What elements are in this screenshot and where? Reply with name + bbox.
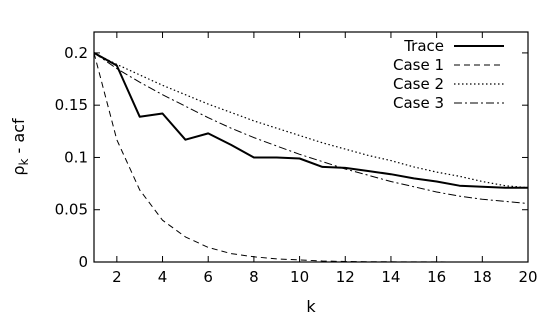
series-line-case-3 bbox=[93, 52, 529, 204]
plot-frame bbox=[93, 31, 529, 263]
x-tick-label: 14 bbox=[381, 268, 400, 286]
x-tick-label: 20 bbox=[518, 268, 537, 286]
y-axis-label-suffix: - acf bbox=[9, 118, 28, 159]
legend-label-trace: Trace bbox=[403, 37, 444, 55]
axis-ticks: 2 4 6 8 10 12 14 16 18 20 0 0.05 0.1 0.15 0.2 bbox=[55, 32, 538, 286]
x-tick-label: 4 bbox=[158, 268, 168, 286]
legend-label-case-1: Case 1 bbox=[393, 56, 444, 74]
x-tick-label: 6 bbox=[203, 268, 213, 286]
x-axis-label: k bbox=[306, 297, 316, 316]
series-line-case-2 bbox=[93, 52, 529, 189]
y-tick-label: 0 bbox=[78, 253, 88, 271]
legend-label-case-2: Case 2 bbox=[393, 75, 444, 93]
y-tick-label: 0.2 bbox=[64, 44, 88, 62]
x-tick-label: 2 bbox=[112, 268, 122, 286]
y-tick-label: 0.1 bbox=[64, 148, 88, 166]
y-axis-label-subscript: k bbox=[17, 158, 31, 165]
legend-label-case-3: Case 3 bbox=[393, 94, 444, 112]
series-layer bbox=[93, 52, 529, 263]
series-line-case-1 bbox=[93, 52, 528, 263]
y-axis-label-symbol: ρ bbox=[9, 165, 28, 175]
x-tick-label: 12 bbox=[336, 268, 355, 286]
y-tick-label: 0.05 bbox=[55, 201, 88, 219]
y-axis-label: ρk - acf bbox=[9, 118, 31, 176]
x-tick-label: 10 bbox=[290, 268, 309, 286]
x-tick-label: 16 bbox=[427, 268, 446, 286]
y-tick-label: 0.15 bbox=[55, 96, 88, 114]
x-tick-label: 18 bbox=[473, 268, 492, 286]
x-tick-label: 8 bbox=[249, 268, 259, 286]
series-line-trace bbox=[93, 52, 528, 189]
